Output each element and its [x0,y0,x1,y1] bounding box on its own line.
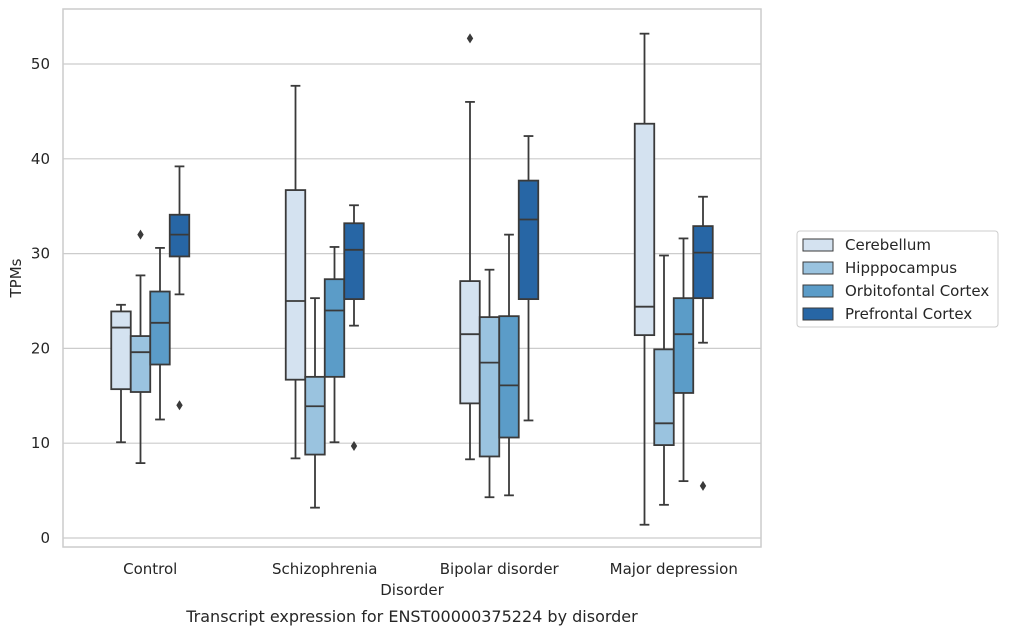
legend-frame [796,230,999,328]
legend-swatch [802,284,834,298]
iqr-box [284,189,307,381]
legend-label: Prefrontal Cortex [845,305,972,323]
box-groups [110,32,714,526]
chart-caption: Transcript expression for ENST0000037522… [185,607,638,626]
iqr-box [672,297,695,394]
iqr-box [304,375,326,456]
legend-label: Hipppocampus [845,259,957,277]
outlier-point [466,33,474,44]
iqr-box [129,335,152,393]
box-orbitofontal-cortex [323,246,346,444]
box-cerebellum [110,303,132,444]
box-cerebellum [284,84,307,460]
x-tick-labels: Control Schizophrenia Bipolar disorder Majo… [123,560,738,578]
iqr-box [110,310,132,391]
iqr-box [149,290,171,366]
iqr-box [653,348,675,446]
box-prefrontal-cortex [343,204,365,452]
y-tick-label: 40 [31,150,50,168]
legend-label: Orbitofontal Cortex [845,282,989,300]
box-hipppocampus [653,254,675,506]
x-tick-label: Major depression [610,560,738,578]
outlier-point [699,480,707,491]
iqr-box [498,315,520,439]
iqr-box [478,316,501,458]
box-hipppocampus [304,297,326,509]
y-axis-label: TPMs [7,258,25,298]
plot-frame [62,8,762,548]
box-cerebellum [633,32,656,526]
outlier-point [350,441,358,452]
x-tick-label: Schizophrenia [272,560,377,578]
legend-label: Cerebellum [845,236,931,254]
iqr-box [323,278,346,378]
box-orbitofontal-cortex [149,247,171,421]
legend: Cerebellum Hipppocampus Orbitofontal Corte… [796,230,999,328]
x-tick-label: Control [123,560,177,578]
box-hipppocampus [478,268,501,499]
iqr-box [168,213,191,258]
y-tick-label: 0 [40,529,50,547]
legend-swatch [802,307,834,321]
x-axis-label: Disorder [380,581,444,599]
legend-swatch [802,238,834,252]
outlier-point [176,400,183,411]
plot-area [63,9,761,547]
iqr-box [633,122,656,337]
box-prefrontal-cortex [517,135,540,422]
iqr-box [459,280,481,405]
y-tick-label: 50 [31,55,50,73]
y-tick-label: 10 [31,434,50,452]
box-cerebellum [459,33,481,461]
legend-swatch [802,261,834,275]
iqr-box [692,225,714,300]
x-tick-label: Bipolar disorder [440,560,560,578]
iqr-box [343,222,365,301]
y-tick-label: 30 [31,245,50,263]
y-tick-labels: 0 10 20 30 40 50 [31,55,50,547]
box-prefrontal-cortex [692,195,714,491]
iqr-box [517,179,540,301]
box-prefrontal-cortex [168,165,191,411]
box-orbitofontal-cortex [498,233,520,497]
box-orbitofontal-cortex [672,237,695,483]
outlier-point [137,229,144,240]
y-tick-label: 20 [31,339,50,357]
